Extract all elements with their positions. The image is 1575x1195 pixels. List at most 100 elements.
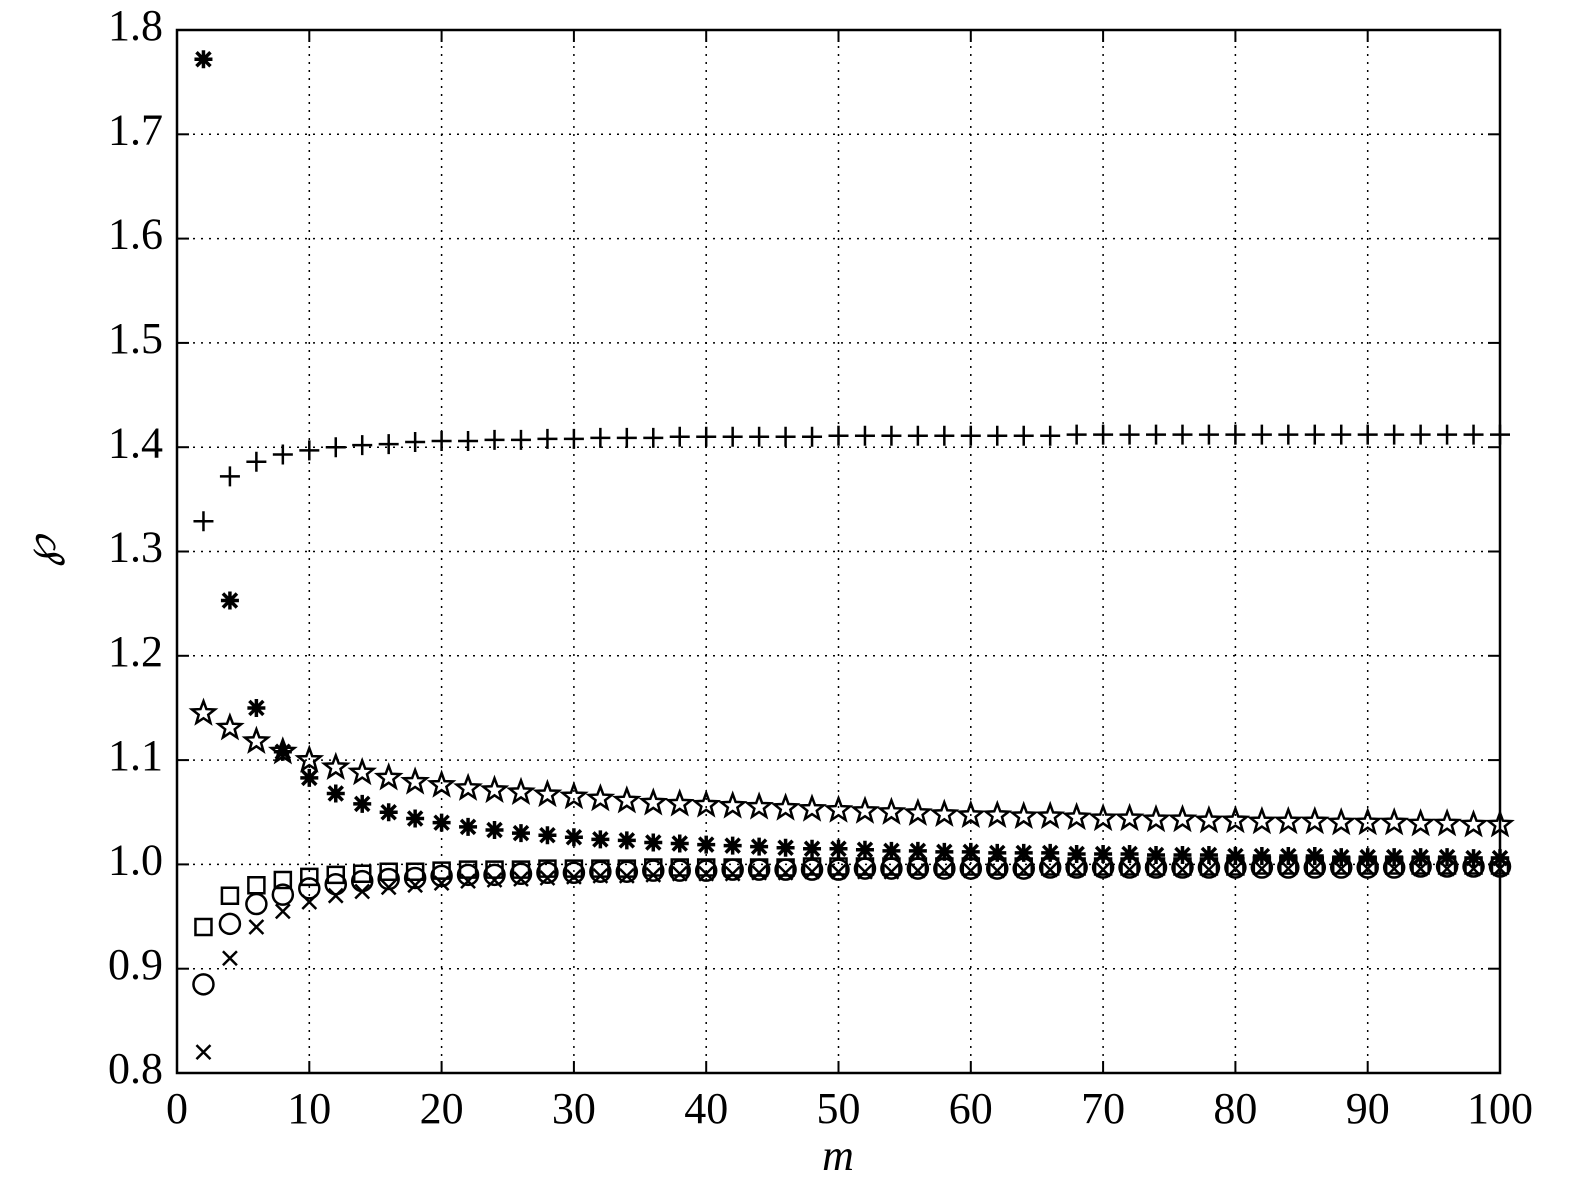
- marker: [881, 425, 902, 446]
- marker: [407, 877, 424, 894]
- marker: [1386, 860, 1403, 877]
- marker: [484, 429, 505, 450]
- marker: [698, 865, 715, 882]
- marker: [960, 425, 981, 446]
- marker: [246, 451, 267, 472]
- marker: [717, 790, 748, 819]
- marker: [564, 828, 583, 847]
- y-tick-label: 1.0: [108, 835, 163, 884]
- marker: [1384, 424, 1405, 445]
- marker: [1463, 424, 1484, 445]
- x-axis-label: m: [822, 1131, 854, 1180]
- marker: [378, 434, 399, 455]
- x-tick-label: 70: [1081, 1084, 1125, 1133]
- marker: [563, 428, 584, 449]
- marker: [643, 427, 664, 448]
- marker: [1172, 424, 1193, 445]
- marker: [617, 831, 636, 850]
- marker: [876, 796, 907, 825]
- marker: [273, 742, 292, 761]
- marker: [616, 427, 637, 448]
- marker: [532, 778, 563, 808]
- marker: [320, 751, 351, 781]
- marker: [222, 950, 238, 967]
- marker: [1066, 424, 1087, 445]
- marker: [750, 837, 769, 856]
- marker: [218, 912, 242, 936]
- marker: [1485, 809, 1515, 838]
- marker: [645, 866, 662, 883]
- marker: [195, 1044, 212, 1061]
- marker: [511, 824, 530, 843]
- marker: [1042, 861, 1059, 878]
- x-tick-label: 100: [1467, 1084, 1533, 1133]
- marker: [1251, 424, 1272, 445]
- marker: [909, 862, 926, 879]
- marker: [1490, 424, 1510, 445]
- marker: [1199, 846, 1218, 865]
- marker: [353, 794, 372, 813]
- marker: [299, 440, 320, 461]
- x-tick-label: 20: [420, 1084, 464, 1133]
- marker: [326, 784, 345, 803]
- marker: [1226, 847, 1245, 866]
- marker: [829, 839, 848, 858]
- y-tick-label: 1.8: [108, 1, 163, 50]
- marker: [855, 840, 874, 859]
- marker: [300, 867, 319, 887]
- marker: [987, 425, 1008, 446]
- marker: [1095, 861, 1111, 878]
- marker: [1174, 861, 1191, 878]
- marker: [670, 834, 689, 853]
- marker: [697, 835, 716, 854]
- marker: [776, 838, 795, 857]
- marker: [611, 785, 642, 814]
- marker: [591, 830, 610, 849]
- x-tick-label: 60: [949, 1084, 993, 1133]
- marker: [1167, 804, 1198, 833]
- marker: [400, 766, 431, 795]
- marker: [486, 872, 503, 888]
- marker: [406, 809, 425, 828]
- y-tick-label: 1.1: [108, 731, 163, 780]
- marker: [830, 863, 847, 880]
- marker: [907, 425, 928, 446]
- marker: [271, 883, 295, 906]
- y-tick-label: 1.4: [108, 418, 163, 467]
- marker: [373, 762, 404, 791]
- marker: [247, 876, 266, 895]
- marker: [903, 797, 933, 826]
- marker: [1114, 802, 1145, 832]
- x-tick-label: 90: [1346, 1084, 1390, 1133]
- marker: [537, 428, 558, 449]
- marker: [1121, 861, 1138, 878]
- marker: [247, 698, 266, 717]
- marker: [1252, 847, 1271, 866]
- marker: [456, 863, 480, 887]
- marker: [300, 768, 319, 787]
- marker: [301, 894, 318, 910]
- marker: [936, 862, 953, 879]
- x-tick-label: 30: [552, 1084, 596, 1133]
- marker: [1067, 844, 1086, 863]
- marker: [828, 425, 849, 446]
- marker: [1299, 805, 1330, 835]
- marker: [1357, 424, 1378, 445]
- marker: [1279, 847, 1298, 866]
- marker: [379, 803, 398, 822]
- marker: [1412, 860, 1429, 877]
- marker: [804, 863, 820, 880]
- marker: [1326, 807, 1357, 836]
- marker: [485, 860, 504, 879]
- marker: [506, 776, 536, 806]
- marker: [1141, 804, 1171, 833]
- marker: [1359, 860, 1376, 877]
- marker: [1013, 425, 1034, 446]
- y-tick-label: 1.2: [108, 627, 163, 676]
- marker: [797, 793, 827, 822]
- marker: [193, 511, 214, 532]
- marker: [854, 425, 875, 446]
- marker: [1061, 801, 1092, 831]
- y-tick-label: 1.7: [108, 105, 163, 154]
- marker: [1194, 805, 1224, 834]
